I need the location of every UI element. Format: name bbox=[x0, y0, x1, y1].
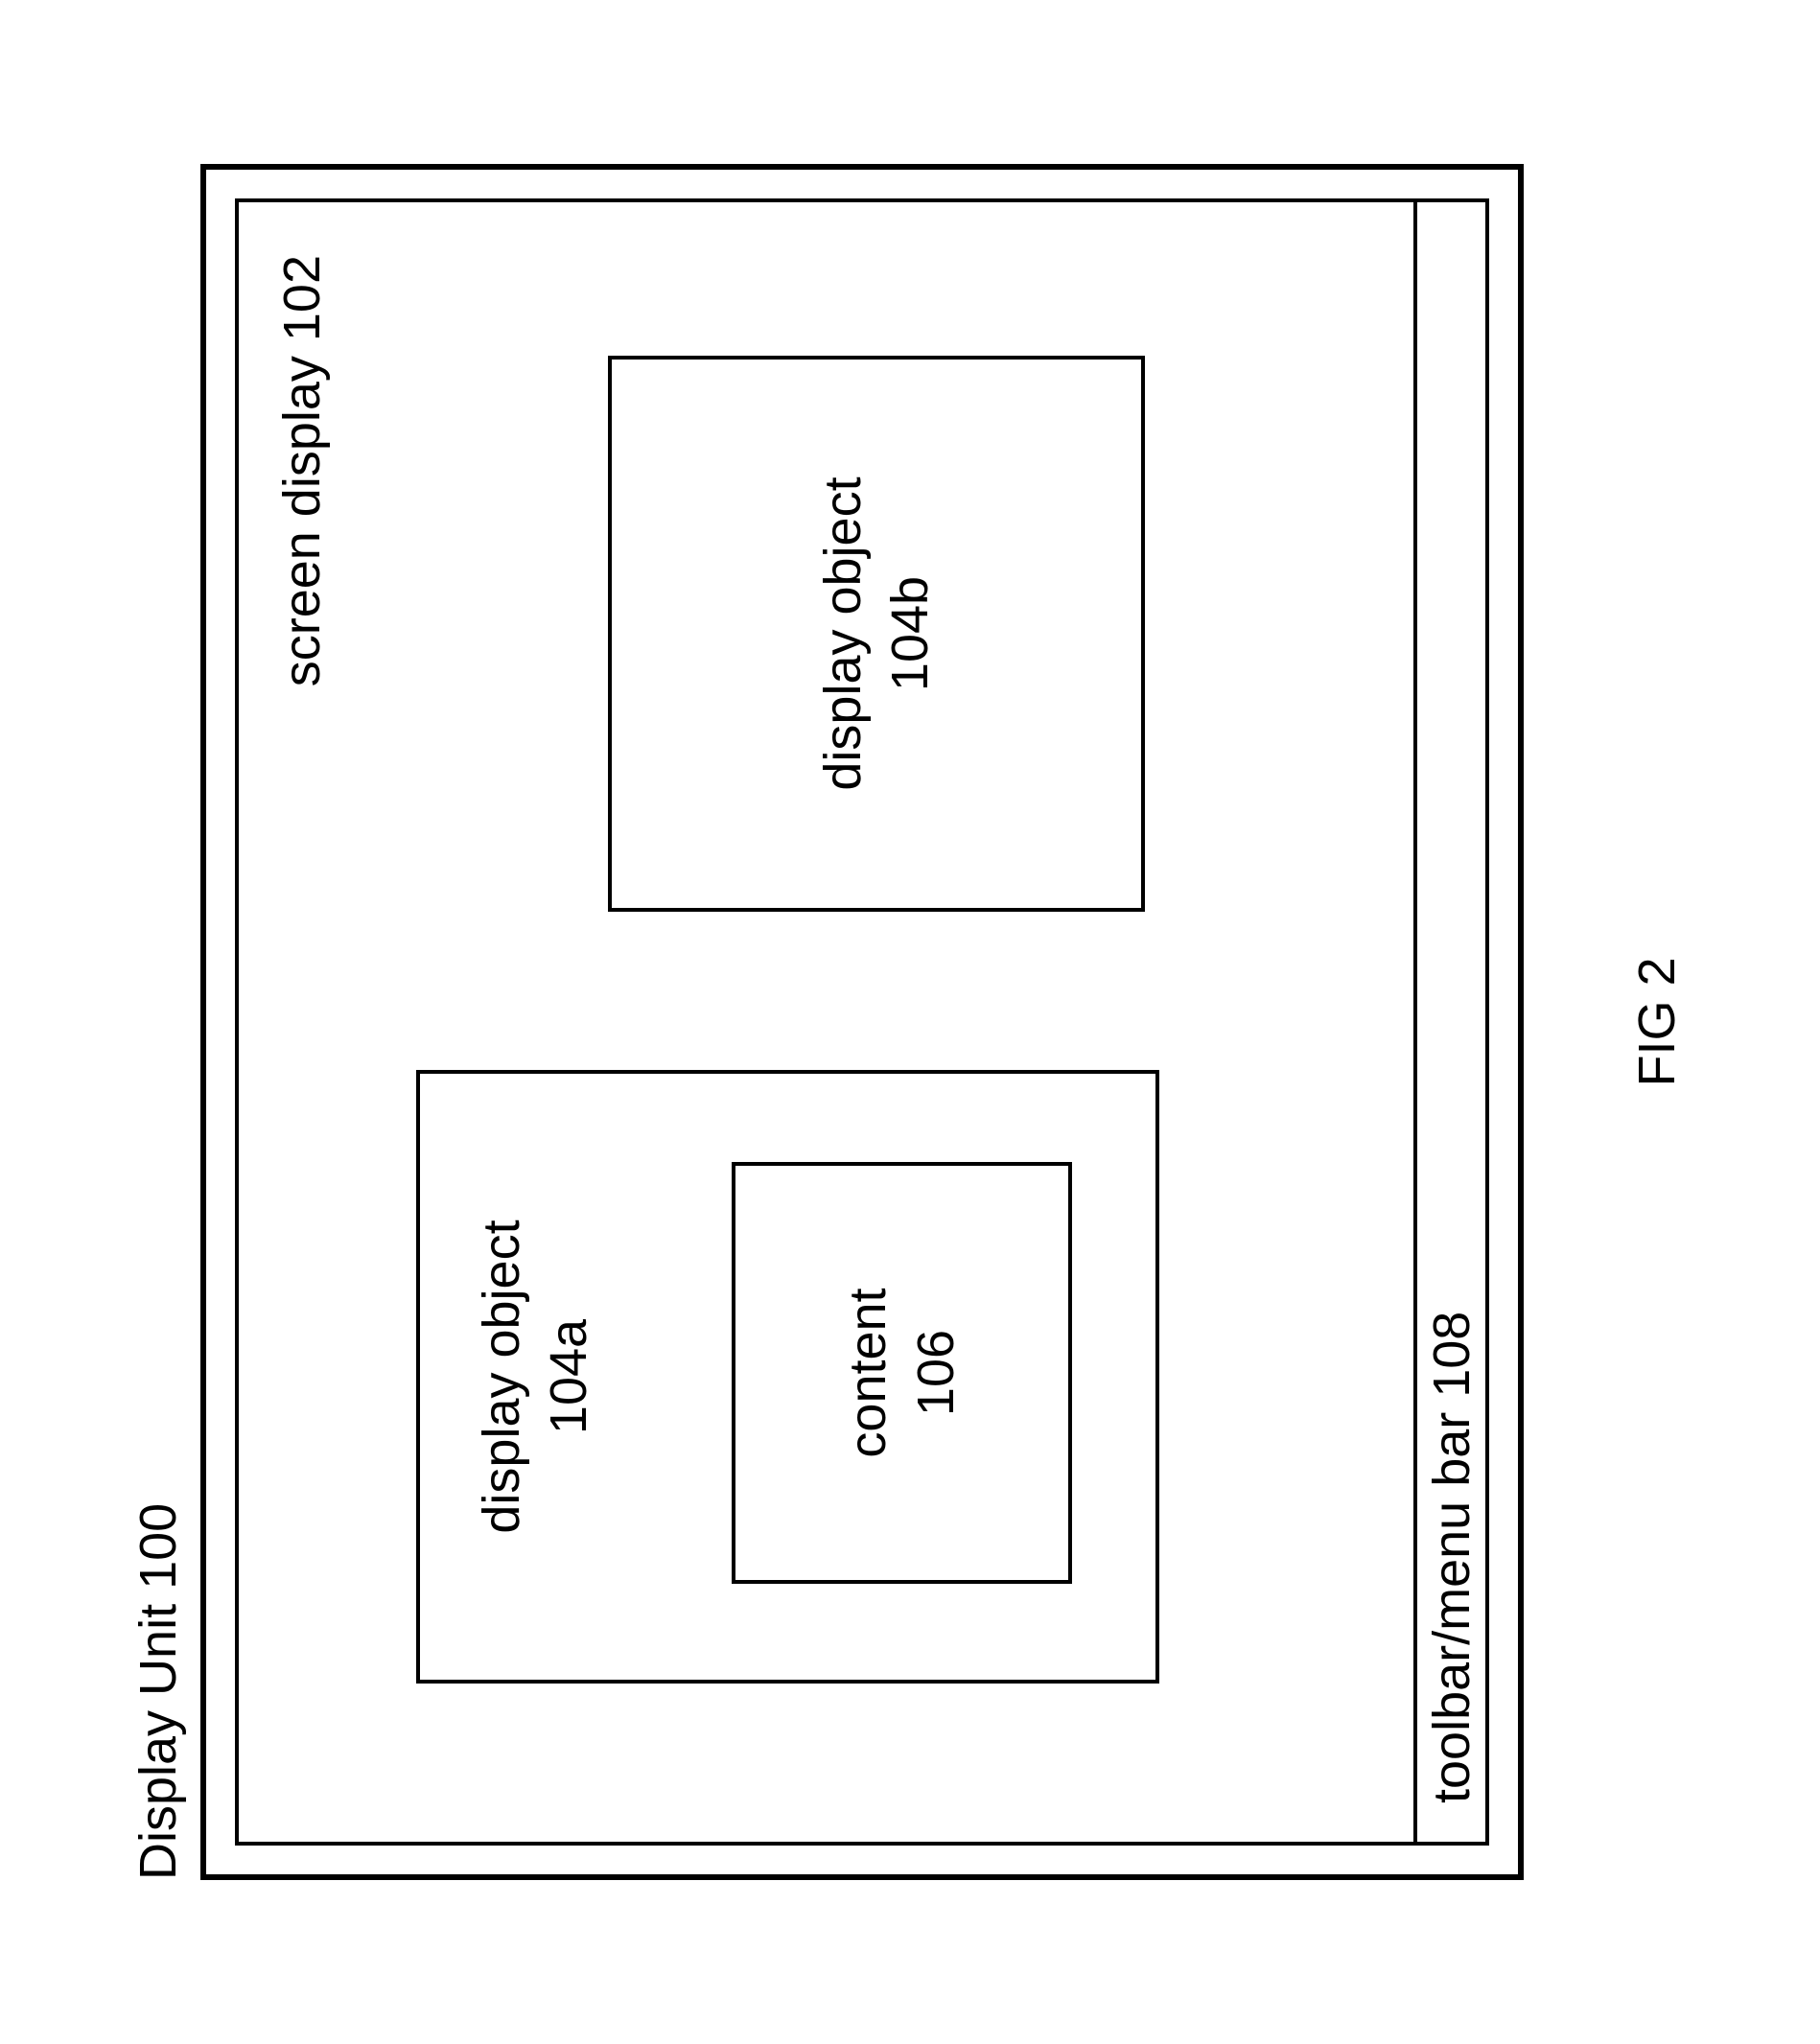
display-object-a-box: display object 104a content 106 bbox=[416, 1070, 1159, 1684]
figure-label: FIG 2 bbox=[1627, 63, 1687, 1981]
screen-display-label: screen display 102 bbox=[272, 255, 332, 686]
display-object-a-label-line1: display object bbox=[473, 1219, 530, 1533]
display-unit-box: screen display 102 display object 104a c… bbox=[200, 164, 1524, 1880]
display-object-a-label: display object 104a bbox=[468, 1074, 602, 1680]
display-object-b-label-line1: display object bbox=[814, 476, 872, 790]
diagram-container: Display Unit 100 screen display 102 disp… bbox=[95, 63, 1725, 1981]
content-label-line2: 106 bbox=[907, 1330, 965, 1416]
content-box: content 106 bbox=[732, 1162, 1072, 1584]
display-object-b-label: display object 104b bbox=[809, 476, 944, 790]
display-object-a-label-line2: 104a bbox=[540, 1319, 597, 1434]
toolbar-box: toolbar/menu bar 108 bbox=[1413, 202, 1485, 1842]
screen-display-box: screen display 102 display object 104a c… bbox=[235, 198, 1489, 1846]
content-label-line1: content bbox=[839, 1288, 897, 1457]
display-unit-label: Display Unit 100 bbox=[128, 1503, 188, 1880]
toolbar-label: toolbar/menu bar 108 bbox=[1422, 1312, 1482, 1803]
display-object-b-box: display object 104b bbox=[608, 356, 1145, 912]
content-label: content 106 bbox=[834, 1288, 968, 1457]
display-object-b-label-line2: 104b bbox=[881, 576, 939, 691]
